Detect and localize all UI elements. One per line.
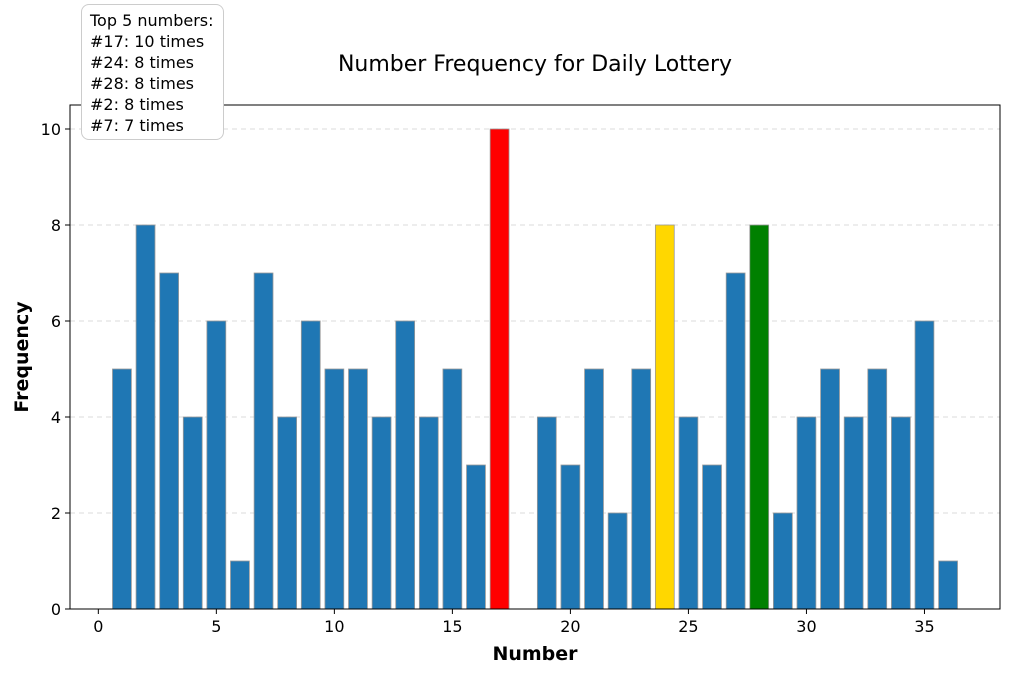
x-tick-label: 35 <box>914 617 934 636</box>
x-tick-label: 20 <box>560 617 580 636</box>
bar-21 <box>584 368 604 610</box>
annotation-line: #17: 10 times <box>90 32 205 51</box>
x-axis-ticks: 0 5 10 15 20 25 30 35 <box>93 609 935 636</box>
top-numbers-annotation: Top 5 numbers: #17: 10 times #24: 8 time… <box>81 4 224 140</box>
bar-5 <box>206 320 227 610</box>
y-tick-label: 10 <box>41 120 61 139</box>
bar-20 <box>560 464 581 610</box>
bar-9 <box>300 320 321 610</box>
bar-14 <box>418 416 439 610</box>
bar-32 <box>843 416 864 610</box>
bar-22 <box>607 512 628 610</box>
y-axis-label: Frequency <box>11 301 33 413</box>
bar-36 <box>938 560 958 610</box>
bar-17 <box>489 128 510 610</box>
bar-10 <box>324 368 345 610</box>
bar-29 <box>773 512 793 610</box>
x-tick-label: 5 <box>211 617 221 636</box>
bar-31 <box>820 368 840 610</box>
x-tick-label: 30 <box>796 617 816 636</box>
chart-title: Number Frequency for Daily Lottery <box>338 52 732 77</box>
y-tick-label: 0 <box>51 600 61 619</box>
bar-26 <box>702 464 722 610</box>
y-tick-label: 8 <box>51 216 61 235</box>
bar-2 <box>135 224 156 610</box>
bar-4 <box>182 416 203 610</box>
x-tick-label: 0 <box>93 617 103 636</box>
bar-35 <box>914 320 935 610</box>
annotation-line: #24: 8 times <box>90 53 194 72</box>
x-axis-label: Number <box>492 643 578 665</box>
bar-34 <box>891 416 911 610</box>
bar-23 <box>631 368 652 610</box>
y-tick-label: 4 <box>51 408 61 427</box>
bar-16 <box>466 464 486 610</box>
bar-30 <box>796 416 817 610</box>
bar-19 <box>536 416 557 610</box>
bar-12 <box>371 416 392 610</box>
bar-6 <box>230 560 250 610</box>
bar-8 <box>277 416 297 610</box>
bar-27 <box>725 272 746 610</box>
bar-1 <box>112 368 132 610</box>
x-tick-label: 10 <box>324 617 344 636</box>
annotation-heading: Top 5 numbers: <box>90 11 214 30</box>
bar-15 <box>442 368 463 610</box>
bar-7 <box>253 272 274 610</box>
bars <box>112 128 958 610</box>
bar-28 <box>749 224 770 610</box>
annotation-line: #28: 8 times <box>90 74 194 93</box>
y-axis-ticks: 0 2 4 6 8 10 <box>41 120 70 619</box>
bar-24 <box>654 224 675 610</box>
x-tick-label: 25 <box>678 617 698 636</box>
y-tick-label: 2 <box>51 504 61 523</box>
bar-25 <box>678 416 699 610</box>
y-tick-label: 6 <box>51 312 61 331</box>
bar-13 <box>395 320 416 610</box>
x-tick-label: 15 <box>442 617 462 636</box>
annotation-line: #2: 8 times <box>90 95 184 114</box>
bar-11 <box>348 368 368 610</box>
bar-33 <box>867 368 888 610</box>
plot-frame <box>69 104 1001 610</box>
annotation-line: #7: 7 times <box>90 116 184 135</box>
bar-3 <box>159 272 179 610</box>
